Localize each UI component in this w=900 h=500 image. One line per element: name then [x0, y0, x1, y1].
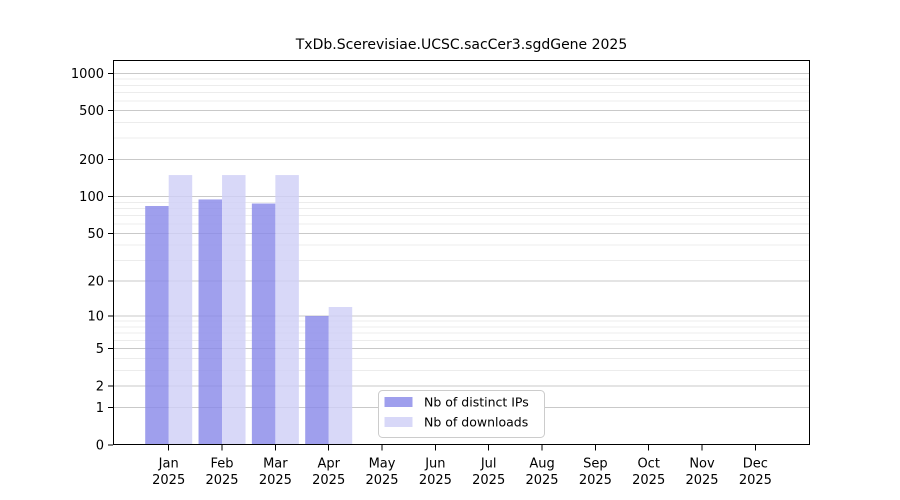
legend-swatch-distinct-ips: [384, 397, 413, 407]
x-tick-year-apr: 2025: [312, 473, 345, 488]
y-tick-label-1000: 1000: [71, 67, 104, 82]
y-tick-label-2: 2: [96, 379, 104, 394]
x-tick-label-sep: Sep: [583, 457, 608, 472]
x-tick-year-jul: 2025: [472, 473, 505, 488]
y-tick-label-50: 50: [87, 227, 104, 242]
x-tick-year-sep: 2025: [579, 473, 612, 488]
y-tick-label-500: 500: [79, 104, 104, 119]
bars-layer: [145, 175, 353, 445]
bar-mar-downloads: [275, 175, 299, 445]
legend-label-distinct-ips: Nb of distinct IPs: [424, 395, 529, 410]
y-tick-label-20: 20: [87, 275, 104, 290]
x-tick-label-mar: Mar: [263, 457, 288, 472]
x-tick-label-oct: Oct: [637, 457, 659, 472]
y-tick-label-10: 10: [87, 309, 104, 324]
bar-apr-downloads: [328, 307, 353, 445]
x-tick-year-may: 2025: [365, 473, 398, 488]
legend-label-downloads: Nb of downloads: [424, 415, 528, 430]
bar-mar-distinct-ips: [251, 203, 276, 445]
x-tick-year-jun: 2025: [419, 473, 452, 488]
y-tick-label-5: 5: [96, 342, 104, 357]
x-tick-label-jul: Jul: [480, 457, 497, 472]
x-tick-label-nov: Nov: [689, 457, 715, 472]
x-tick-label-apr: Apr: [317, 457, 340, 472]
y-tick-label-200: 200: [79, 153, 104, 168]
bar-jan-distinct-ips: [145, 205, 169, 445]
x-tick-year-oct: 2025: [632, 473, 665, 488]
plot-border: [113, 60, 810, 445]
bar-feb-distinct-ips: [198, 199, 223, 445]
x-tick-year-feb: 2025: [205, 473, 238, 488]
y-tick-label-100: 100: [79, 190, 104, 205]
axes-layer: 01251020501002005001000Jan2025Feb2025Mar…: [71, 60, 810, 488]
x-tick-year-nov: 2025: [685, 473, 718, 488]
x-tick-label-jun: Jun: [424, 457, 445, 472]
bar-apr-distinct-ips: [305, 315, 329, 445]
x-tick-label-dec: Dec: [743, 457, 768, 472]
x-tick-year-aug: 2025: [525, 473, 558, 488]
x-tick-year-mar: 2025: [259, 473, 292, 488]
legend-box: [378, 390, 545, 438]
x-tick-year-dec: 2025: [739, 473, 772, 488]
y-tick-label-1: 1: [96, 401, 104, 416]
x-tick-label-aug: Aug: [529, 457, 554, 472]
legend: Nb of distinct IPs Nb of downloads: [378, 390, 545, 438]
x-tick-label-feb: Feb: [211, 457, 234, 472]
legend-swatch-downloads: [384, 417, 413, 427]
x-tick-label-jan: Jan: [158, 457, 179, 472]
y-tick-label-0: 0: [96, 439, 104, 454]
x-tick-label-may: May: [369, 457, 396, 472]
bar-feb-downloads: [222, 175, 246, 445]
bar-jan-downloads: [168, 175, 193, 445]
x-tick-year-jan: 2025: [152, 473, 185, 488]
chart-title: TxDb.Scerevisiae.UCSC.sacCer3.sgdGene 20…: [295, 37, 628, 53]
